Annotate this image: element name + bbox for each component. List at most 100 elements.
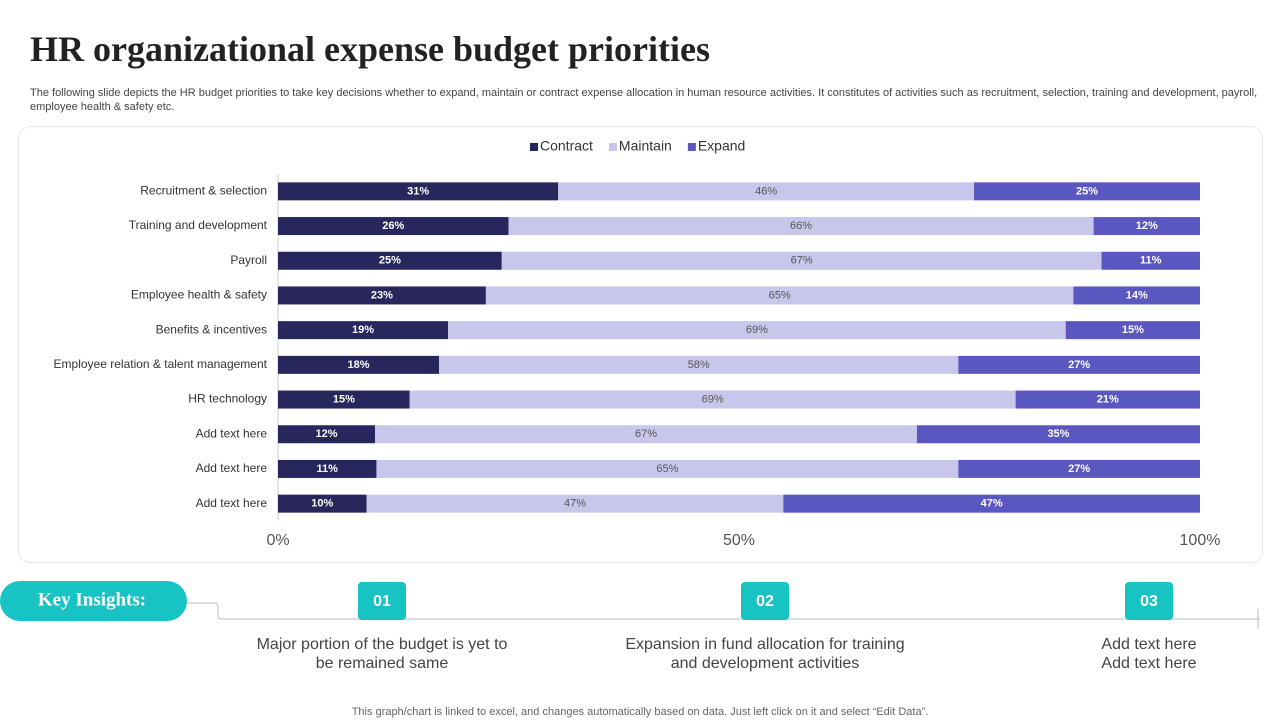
bar-segment — [501, 251, 1102, 270]
insight-text: Expansion in fund allocation for trainin… — [625, 636, 904, 653]
value-label: 12% — [1136, 220, 1158, 232]
legend-swatch — [687, 143, 696, 151]
insight-number: 01 — [373, 593, 391, 610]
bar-segment — [278, 286, 486, 305]
bar-segment — [1015, 390, 1200, 409]
value-label: 46% — [755, 185, 777, 197]
value-label: 69% — [702, 393, 724, 405]
value-label: 23% — [371, 289, 393, 301]
value-label: 11% — [1140, 255, 1162, 267]
bar-segment — [278, 425, 376, 444]
value-label: 10% — [311, 498, 333, 510]
y-tick-label: Recruitment & selection — [140, 184, 267, 198]
chart-frame — [18, 126, 1263, 563]
value-label: 65% — [656, 463, 678, 475]
value-label: 58% — [688, 359, 710, 371]
value-label: 47% — [564, 498, 586, 510]
insight-text: Add text here — [1101, 636, 1196, 653]
insight-badge — [1125, 582, 1173, 620]
value-label: 47% — [981, 498, 1003, 510]
value-label: 26% — [382, 220, 404, 232]
value-label: 25% — [1076, 185, 1098, 197]
value-label: 12% — [316, 428, 338, 440]
value-label: 67% — [791, 255, 813, 267]
bar-segment — [278, 459, 377, 478]
bar-segment — [409, 390, 1016, 409]
value-label: 27% — [1068, 359, 1090, 371]
insight-number: 02 — [756, 593, 774, 610]
y-tick-label: Training and development — [129, 218, 268, 232]
insight-badge — [358, 582, 406, 620]
bar-segment — [958, 355, 1200, 374]
value-label: 19% — [352, 324, 374, 336]
bar-segment — [783, 494, 1200, 513]
y-tick-label: HR technology — [188, 392, 267, 406]
value-label: 21% — [1097, 393, 1119, 405]
value-label: 27% — [1068, 463, 1090, 475]
bar-segment — [278, 494, 367, 513]
insight-text: Add text here — [1101, 655, 1196, 672]
bar-segment — [278, 355, 440, 374]
title: HR organizational expense budget priorit… — [30, 29, 710, 69]
bar-segment — [485, 286, 1074, 305]
subtitle: The following slide depicts the HR budge… — [30, 87, 1258, 113]
bar-segment — [278, 182, 559, 201]
bar-segment — [278, 251, 502, 270]
legend-label: Expand — [698, 138, 745, 154]
bar-segment — [278, 390, 410, 409]
value-label: 25% — [379, 255, 401, 267]
insight-number: 03 — [1140, 593, 1158, 610]
legend-label: Maintain — [619, 138, 672, 154]
insights-label: Key Insights: — [38, 589, 146, 610]
value-label: 65% — [769, 289, 791, 301]
legend-swatch — [608, 143, 617, 151]
value-label: 14% — [1126, 289, 1148, 301]
bar-segment — [278, 217, 509, 236]
value-label: 18% — [348, 359, 370, 371]
bar-segment — [278, 321, 449, 340]
y-tick-label: Benefits & incentives — [156, 322, 267, 336]
value-label: 66% — [790, 220, 812, 232]
bar-segment — [439, 355, 959, 374]
insights-pill — [0, 581, 187, 621]
insight-text: be remained same — [316, 655, 449, 672]
x-tick-label: 0% — [266, 532, 289, 549]
bar-segment — [958, 459, 1200, 478]
y-tick-label: Add text here — [196, 426, 268, 440]
y-tick-label: Add text here — [196, 496, 268, 510]
bar-segment — [916, 425, 1200, 444]
bar-segment — [366, 494, 784, 513]
value-label: 15% — [1122, 324, 1144, 336]
bar-segment — [1093, 217, 1200, 236]
bar-segment — [1073, 286, 1200, 305]
value-label: 31% — [407, 185, 429, 197]
bar-segment — [376, 459, 959, 478]
bar-segment — [1101, 251, 1200, 270]
insights-line — [187, 602, 1260, 620]
bar-segment — [1065, 321, 1200, 340]
y-tick-label: Add text here — [196, 461, 268, 475]
insight-text: and development activities — [671, 655, 860, 672]
value-label: 69% — [746, 324, 768, 336]
legend-label: Contract — [540, 138, 593, 154]
bar-segment — [974, 182, 1200, 201]
insight-badge — [741, 582, 789, 620]
value-label: 67% — [635, 428, 657, 440]
value-label: 15% — [333, 393, 355, 405]
x-tick-label: 50% — [723, 532, 755, 549]
legend-swatch — [530, 143, 538, 151]
footer: This graph/chart is linked to excel, and… — [352, 706, 929, 718]
bar-segment — [508, 217, 1094, 236]
insight-text: Major portion of the budget is yet to — [257, 636, 508, 653]
y-tick-label: Employee health & safety — [131, 288, 267, 302]
value-label: 35% — [1047, 428, 1069, 440]
bar-segment — [448, 321, 1066, 340]
value-label: 11% — [317, 463, 339, 475]
x-tick-label: 100% — [1180, 532, 1221, 549]
bar-segment — [375, 425, 917, 444]
y-tick-label: Employee relation & talent management — [54, 357, 268, 371]
y-tick-label: Payroll — [230, 253, 267, 267]
bar-segment — [558, 182, 975, 201]
